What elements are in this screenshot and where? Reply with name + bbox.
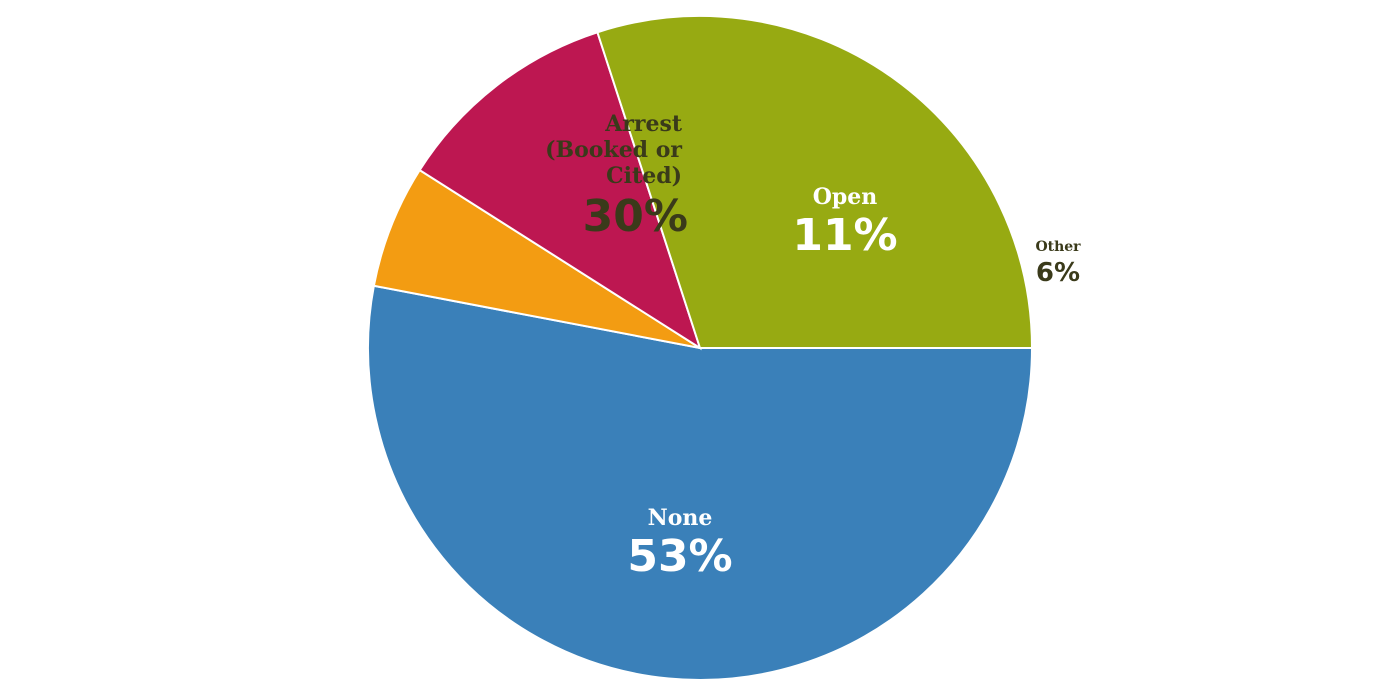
slice-label-other: Other [1035, 239, 1081, 255]
slice-value-none: 53% [627, 531, 732, 582]
slice-value-arrest: 30% [583, 191, 688, 242]
pie-slice-other [372, 168, 701, 349]
pie-slice-open [418, 30, 702, 351]
slice-label-none: None [648, 505, 713, 531]
slice-value-open: 11% [792, 210, 897, 261]
slice-label-open: Open [813, 184, 878, 210]
slice-label-arrest: Arrest (Booked or Cited) [545, 111, 683, 189]
pie-slice-none [367, 284, 1034, 681]
slice-value-other: 6% [1036, 258, 1080, 288]
pie-slice-arrest [596, 15, 1034, 349]
